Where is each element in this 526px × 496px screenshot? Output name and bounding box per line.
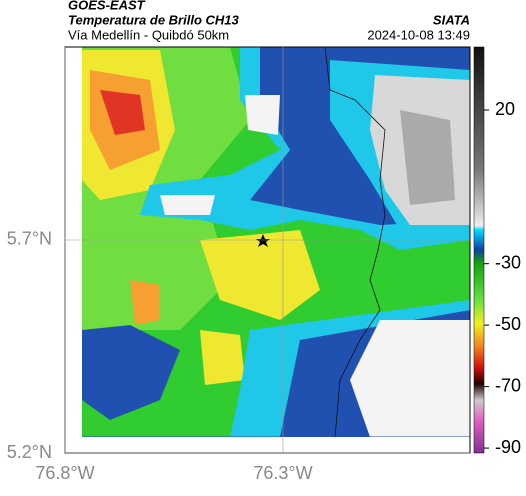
city-marker (256, 234, 270, 247)
brightness-field (82, 47, 470, 437)
title: Temperatura de Brillo CH13 (68, 12, 240, 27)
x-tick-label: 76.8°W (35, 463, 94, 483)
y-tick-label: 5.2°N (7, 442, 52, 462)
colorbar-tick-label: -50 (495, 314, 521, 334)
x-tick-label: 76.3°W (253, 463, 312, 483)
colorbar-tick-label: -70 (495, 375, 521, 395)
colorbar-tick-label: -30 (495, 252, 521, 272)
org: SIATA (433, 12, 470, 27)
datetime: 2024-10-08 13:49 (367, 27, 470, 42)
colorbar-tick-label: -90 (495, 437, 521, 457)
colorbar-tick-label: 20 (495, 99, 515, 119)
subtitle: Vía Medellín - Quibdó 50km (68, 27, 229, 42)
colorbar (473, 46, 485, 454)
source: GOES-EAST (68, 0, 146, 12)
y-tick-label: 5.7°N (7, 229, 52, 249)
coastline (324, 46, 386, 438)
